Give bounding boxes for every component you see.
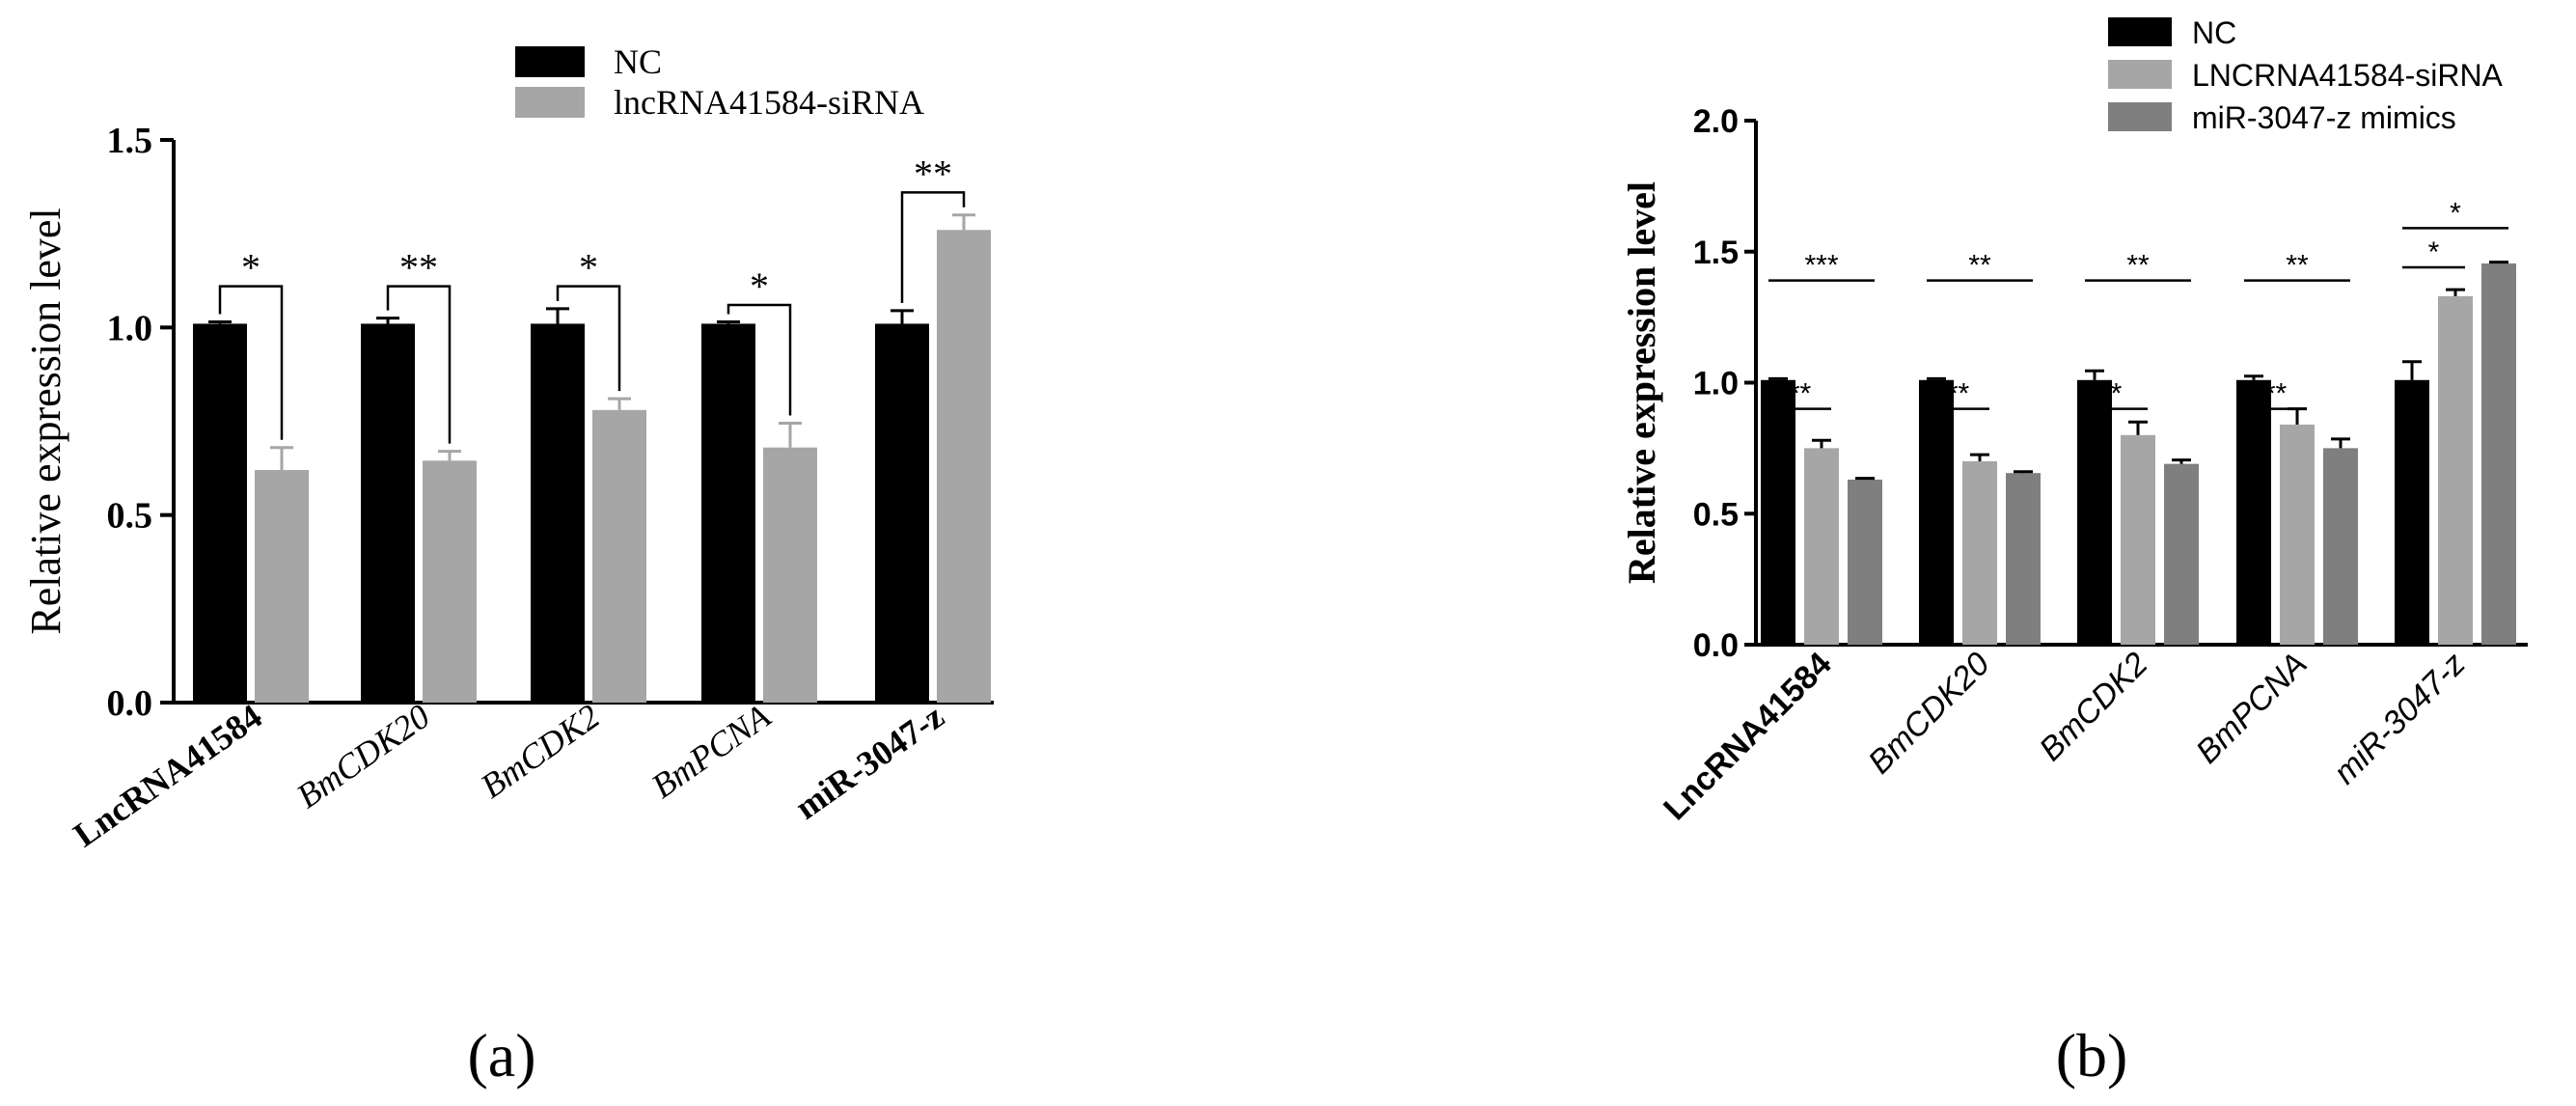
significance-label: ** (2286, 250, 2309, 282)
bar (2236, 379, 2271, 645)
x-tick-label: LncRNA41584 (1657, 646, 1839, 828)
bar (423, 460, 477, 703)
significance-bracket (900, 191, 966, 303)
y-axis-label: Relative expression level (1620, 181, 1663, 584)
y-tick-label: 1.5 (107, 121, 153, 161)
bar (1804, 448, 1839, 645)
significance-label: ** (2126, 250, 2150, 282)
bar (2006, 473, 2041, 645)
legend-label: lncRNA41584-siRNA (614, 83, 924, 122)
significance-label: * (2111, 378, 2123, 410)
bar (1848, 479, 1882, 645)
bar (2395, 379, 2429, 645)
significance-bracket (556, 285, 621, 392)
significance-bracket (218, 285, 284, 440)
x-tick-label: BmPCNA (2189, 646, 2315, 771)
significance-label: * (579, 246, 598, 290)
legend-label: NC (2192, 15, 2236, 50)
bar (937, 230, 991, 703)
bar (531, 323, 585, 703)
significance-bracket (726, 303, 792, 416)
y-tick-label: 2.0 (1693, 103, 1739, 140)
significance-label: ** (2264, 378, 2288, 410)
panel-a-caption: (a) (467, 1021, 535, 1090)
panel-b-caption: (b) (2056, 1021, 2128, 1090)
bar (592, 409, 646, 703)
significance-label: ** (1968, 250, 1991, 282)
significance-label: * (2450, 197, 2461, 229)
x-tick-label: miR-3047-z (2327, 646, 2473, 791)
significance-label: ** (914, 152, 952, 195)
x-tick-label: LncRNA41584 (67, 697, 269, 855)
bar (2438, 295, 2473, 645)
significance-label: ** (399, 246, 438, 290)
legend-swatch (2108, 102, 2172, 131)
y-tick-label: 0.0 (1693, 627, 1739, 664)
significance-label: * (750, 264, 769, 308)
bar (2481, 263, 2516, 645)
bar (763, 447, 817, 703)
significance-bracket (386, 285, 452, 444)
legend-label: miR-3047-z mimics (2192, 100, 2456, 135)
bar (255, 470, 309, 703)
legend-swatch (515, 87, 585, 118)
bar (2077, 379, 2112, 645)
legend-swatch (2108, 17, 2172, 46)
y-tick-label: 0.0 (107, 683, 153, 724)
y-tick-label: 1.5 (1693, 235, 1739, 271)
bar (361, 323, 415, 703)
bar (2280, 424, 2315, 645)
bar (2164, 463, 2199, 645)
bar (193, 323, 247, 703)
y-axis-label: Relative expression level (22, 207, 69, 634)
significance-label: ** (1789, 378, 1812, 410)
bar (2323, 448, 2358, 645)
x-tick-label: BmCDK2 (2033, 646, 2155, 768)
legend-swatch (515, 46, 585, 77)
y-tick-label: 0.5 (1693, 496, 1739, 533)
x-tick-label: BmCDK2 (474, 697, 607, 806)
y-tick-label: 0.5 (107, 496, 153, 537)
bar (875, 323, 929, 703)
x-tick-label: BmPCNA (644, 696, 778, 806)
bar (1962, 460, 1997, 645)
legend-swatch (2108, 60, 2172, 89)
bar (2121, 434, 2155, 645)
y-tick-label: 1.0 (1693, 366, 1739, 402)
x-tick-label: BmCDK20 (289, 697, 436, 816)
bar (1919, 379, 1954, 645)
significance-label: *** (1804, 250, 1838, 282)
y-tick-label: 1.0 (107, 308, 153, 348)
significance-label: * (2428, 236, 2440, 268)
legend-label: LNCRNA41584-siRNA (2192, 58, 2504, 93)
significance-label: * (241, 246, 260, 290)
significance-label: ** (1947, 378, 1970, 410)
x-tick-label: BmCDK20 (1861, 646, 1996, 781)
legend-label: NC (614, 42, 662, 81)
bar (701, 323, 755, 703)
bar (1761, 379, 1795, 645)
panel-b-chart: 0.0 0.5 1.0 1.5 2.0 Relative expression level… (1620, 15, 2528, 827)
x-tick-label: miR-3047-z (788, 697, 951, 827)
